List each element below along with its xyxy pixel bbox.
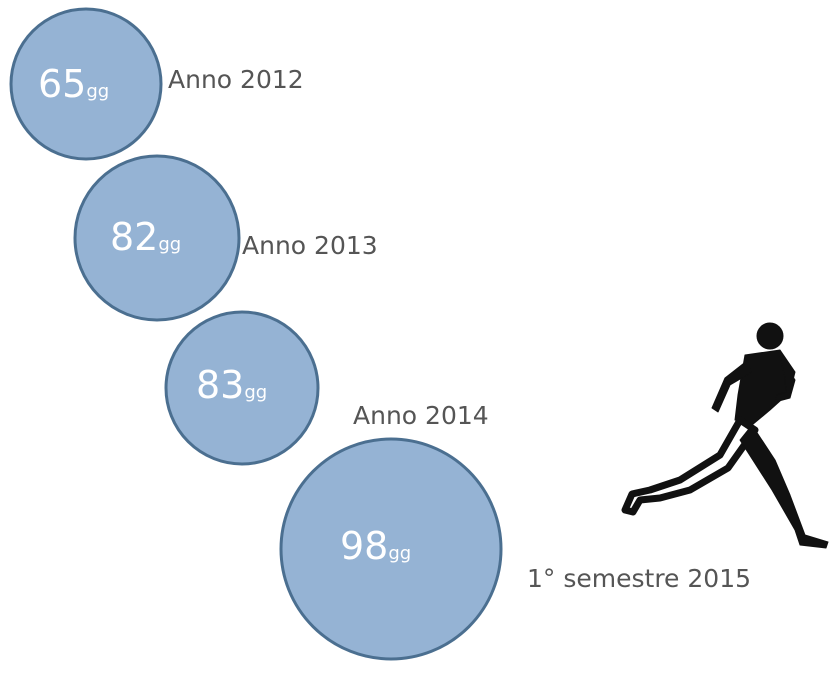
bubble <box>279 437 503 661</box>
bubble <box>164 310 320 466</box>
bubble-value: 65gg <box>38 62 109 106</box>
label: Anno 2012 <box>168 65 304 94</box>
value: 83 <box>196 363 244 407</box>
unit: gg <box>158 234 181 255</box>
label: Anno 2014 <box>353 401 489 430</box>
value: 65 <box>38 62 86 106</box>
runner-icon <box>621 322 829 549</box>
label: 1° semestre 2015 <box>527 564 751 593</box>
bubble-value: 82gg <box>110 215 181 259</box>
bubble <box>9 7 163 161</box>
value: 82 <box>110 215 158 259</box>
bubble-value: 98gg <box>340 524 411 568</box>
unit: gg <box>388 543 411 564</box>
value: 98 <box>340 524 388 568</box>
bubble <box>73 154 241 322</box>
label: Anno 2013 <box>242 231 378 260</box>
unit: gg <box>244 382 267 403</box>
unit: gg <box>86 81 109 102</box>
bubble-value: 83gg <box>196 363 267 407</box>
